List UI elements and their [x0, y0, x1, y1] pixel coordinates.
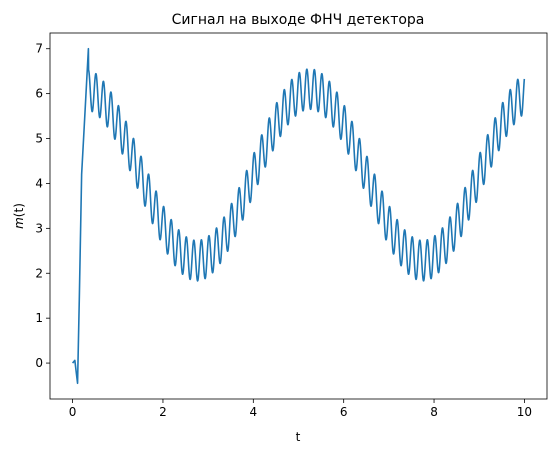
x-tick-label: 8	[430, 405, 438, 419]
y-tick-label: 5	[35, 132, 43, 146]
y-tick-label: 4	[35, 176, 43, 190]
x-tick-label: 10	[517, 405, 532, 419]
y-axis-label: m(t)	[12, 203, 26, 229]
plot-frame	[49, 32, 548, 400]
y-tick-label: 7	[35, 42, 43, 56]
x-axis-label: t	[296, 430, 301, 444]
x-tick-label: 2	[159, 405, 167, 419]
x-tick-label: 0	[69, 405, 77, 419]
y-tick-label: 3	[35, 221, 43, 235]
y-axis-label-base: m	[12, 217, 26, 229]
y-axis-label-paren: (t)	[12, 203, 26, 217]
x-tick-label: 4	[249, 405, 257, 419]
y-axis-ticks: 0 1 2 3 4 5 6 7	[35, 42, 50, 370]
series-line	[71, 47, 526, 385]
x-axis-ticks: 0 2 4 6 8 10	[69, 399, 532, 419]
x-tick-label: 6	[340, 405, 348, 419]
chart-title: Сигнал на выходе ФНЧ детектора	[172, 12, 425, 28]
y-tick-label: 0	[35, 356, 43, 370]
y-tick-label: 6	[35, 87, 43, 101]
y-tick-label: 2	[35, 266, 43, 280]
y-tick-label: 1	[35, 311, 43, 325]
